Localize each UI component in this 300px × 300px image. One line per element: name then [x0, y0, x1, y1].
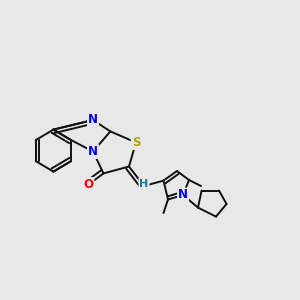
Text: N: N	[88, 145, 98, 158]
Text: S: S	[132, 136, 140, 149]
Text: O: O	[83, 178, 94, 191]
Text: N: N	[88, 113, 98, 127]
Text: H: H	[140, 178, 148, 189]
Text: N: N	[178, 188, 188, 202]
